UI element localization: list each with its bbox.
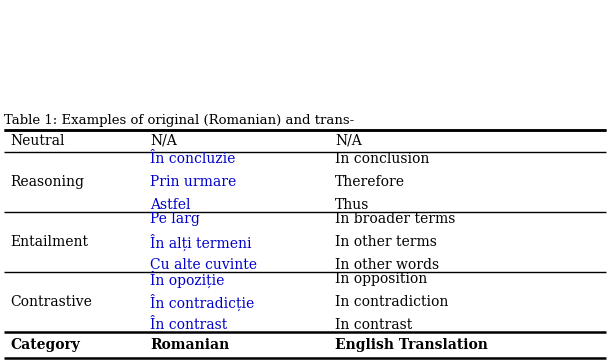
Text: Astfel: Astfel xyxy=(150,198,190,212)
Text: Entailment: Entailment xyxy=(10,235,88,249)
Text: Contrastive: Contrastive xyxy=(10,295,92,309)
Text: In contradiction: In contradiction xyxy=(335,295,448,309)
Text: English Translation: English Translation xyxy=(335,338,488,352)
Text: Romanian: Romanian xyxy=(150,338,229,352)
Text: Thus: Thus xyxy=(335,198,370,212)
Text: In contrast: In contrast xyxy=(335,318,412,332)
Text: În opoziție: În opoziție xyxy=(150,270,224,288)
Text: Category: Category xyxy=(10,338,80,352)
Text: Neutral: Neutral xyxy=(10,134,65,148)
Text: Therefore: Therefore xyxy=(335,175,405,189)
Text: In other words: In other words xyxy=(335,258,439,272)
Text: Pe larg: Pe larg xyxy=(150,212,200,226)
Text: Prin urmare: Prin urmare xyxy=(150,175,236,189)
Text: În contradicție: În contradicție xyxy=(150,293,254,311)
Text: În alți termeni: În alți termeni xyxy=(150,233,251,251)
Text: N/A: N/A xyxy=(335,134,362,148)
Text: Cu alte cuvinte: Cu alte cuvinte xyxy=(150,258,257,272)
Text: In conclusion: In conclusion xyxy=(335,152,429,166)
Text: În concluzie: În concluzie xyxy=(150,152,235,166)
Text: N/A: N/A xyxy=(150,134,177,148)
Text: Table 1: Examples of original (Romanian) and trans-: Table 1: Examples of original (Romanian)… xyxy=(4,114,354,127)
Text: In opposition: In opposition xyxy=(335,272,427,286)
Text: In broader terms: In broader terms xyxy=(335,212,456,226)
Text: In other terms: In other terms xyxy=(335,235,437,249)
Text: În contrast: În contrast xyxy=(150,318,228,332)
Text: Reasoning: Reasoning xyxy=(10,175,84,189)
